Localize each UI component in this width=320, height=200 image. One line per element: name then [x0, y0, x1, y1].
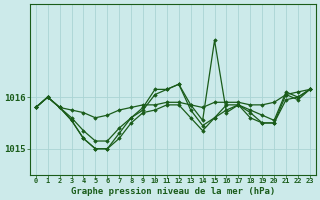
X-axis label: Graphe pression niveau de la mer (hPa): Graphe pression niveau de la mer (hPa) [71, 187, 275, 196]
